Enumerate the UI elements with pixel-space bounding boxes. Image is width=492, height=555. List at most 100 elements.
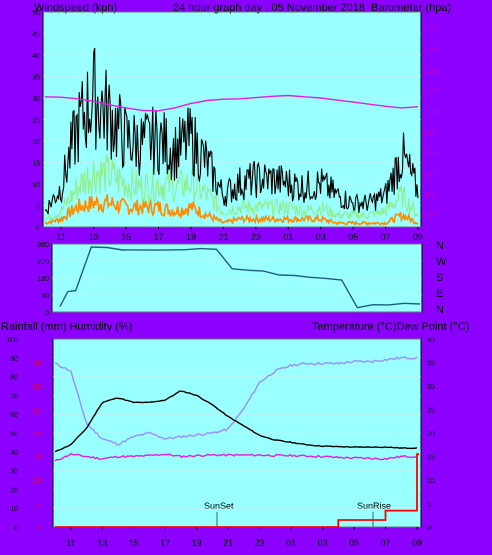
sunrise-label: SunRise [357, 501, 391, 511]
temp-x-tick-label: 15 [129, 538, 139, 548]
wind-y-tick-label: 25 [32, 118, 40, 125]
rain-humidity-axis-title: Rainfall (mm) Humidity (%) [1, 321, 132, 333]
wind-x-tick-label: 01 [283, 232, 293, 242]
temp-y-tick-label: 5 [427, 502, 431, 509]
wind-y-tick-label: 10 [32, 182, 40, 189]
rain-y-tick-label: 15 [33, 455, 41, 462]
wind-x-tick-label: 17 [154, 232, 164, 242]
wind-x-tick-label: 23 [251, 232, 261, 242]
humidity-y-tick-label: 40 [10, 450, 18, 457]
temp-x-tick-label: 11 [66, 538, 75, 548]
temp-y-tick-label: 35 [427, 361, 435, 368]
wind-y-tick-label: 40 [32, 53, 40, 60]
wind-x-tick-label: 07 [381, 232, 391, 242]
compass-label-n-top: N [436, 240, 444, 252]
temp-x-tick-label: 21 [223, 538, 233, 548]
temp-y-tick-label: 20 [427, 431, 435, 438]
temp-y-tick-label: 30 [427, 384, 435, 391]
wind-x-tick-label: 09 [413, 232, 423, 242]
temp-x-tick-label: 13 [97, 538, 107, 548]
temp-series-rainfall [55, 453, 419, 528]
temp-y-tick-label: 25 [427, 408, 435, 415]
humidity-y-tick-label: 80 [10, 375, 18, 382]
baro-y-tick-label: 1015 [425, 47, 441, 54]
wind-x-tick-label: 05 [348, 232, 358, 242]
temp-series-humidity [54, 356, 418, 446]
wind-y-tick-label: 20 [32, 139, 40, 146]
temp-x-tick-label: 01 [286, 538, 296, 548]
temp-x-tick-label: 05 [349, 538, 359, 548]
humidity-y-tick-label: 90 [10, 356, 18, 363]
chart-title: 24 hour graph day : 05 November 2018 [173, 2, 365, 14]
rain-y-tick-label: 30 [33, 384, 41, 391]
compass-label-s: S [436, 272, 443, 284]
rain-y-tick-label: 0 [35, 525, 39, 532]
temp-x-tick-label: 19 [192, 538, 202, 548]
baro-y-tick-label: 995 [425, 130, 437, 137]
dir-y-tick-label: 360 [37, 242, 49, 249]
dir-y-tick-label: 180 [37, 276, 49, 283]
rain-y-tick-label: 25 [33, 408, 41, 415]
rain-y-tick-label: 20 [33, 431, 41, 438]
wind-series-barometer [44, 94, 419, 112]
wind-x-tick-label: 11 [57, 232, 66, 242]
wind-y-tick-label: 5 [36, 204, 40, 211]
compass-label-n-bottom: N [436, 304, 444, 316]
temp-x-tick-label: 09 [412, 538, 422, 548]
wind-x-tick-label: 15 [121, 232, 131, 242]
baro-y-tick-label: 990 [425, 151, 437, 158]
wind-y-tick-label: 30 [32, 96, 40, 103]
rain-y-tick-label: 5 [35, 502, 39, 509]
wind-x-tick-label: 19 [186, 232, 196, 242]
rain-y-tick-label: 35 [33, 361, 41, 368]
baro-y-tick-label: 975 [425, 213, 437, 220]
temp-y-tick-label: 15 [427, 455, 435, 462]
baro-y-tick-label: 1010 [425, 68, 441, 75]
temp-series-temperature [54, 390, 418, 453]
wind-series-mid [44, 154, 419, 223]
temp-y-tick-label: 10 [427, 478, 435, 485]
humidity-y-tick-label: 50 [10, 431, 18, 438]
wind-y-tick-label: 35 [32, 75, 40, 82]
wind-y-tick-label: 0 [36, 225, 40, 232]
wind-y-tick-label: 45 [32, 32, 40, 39]
humidity-y-tick-label: 0 [14, 525, 18, 532]
compass-label-e: E [436, 288, 443, 300]
temp-y-tick-label: 40 [427, 337, 435, 344]
temp-x-tick-label: 17 [160, 538, 170, 548]
temp-x-tick-label: 03 [318, 538, 328, 548]
temp-x-tick-label: 07 [381, 538, 391, 548]
wind-axis-title: Windspeed (kph) [34, 2, 117, 14]
wind-x-tick-label: 03 [316, 232, 326, 242]
humidity-y-tick-label: 70 [10, 393, 18, 400]
wind-series-average [44, 194, 419, 227]
temp-series-dewpoint [54, 452, 418, 462]
humidity-y-tick-label: 60 [10, 412, 18, 419]
wind-y-tick-label: 50 [32, 10, 40, 17]
dir-series-direction [59, 246, 421, 309]
rain-y-tick-label: 10 [33, 478, 41, 485]
wind-x-tick-label: 21 [218, 232, 228, 242]
baro-y-tick-label: 985 [425, 171, 437, 178]
temp-y-tick-label: 0 [427, 525, 431, 532]
dir-y-tick-label: 270 [37, 259, 49, 266]
baro-y-tick-label: 1000 [425, 109, 441, 116]
dir-y-tick-label: 0 [45, 310, 49, 317]
humidity-y-tick-label: 100 [6, 337, 18, 344]
temp-x-tick-label: 23 [255, 538, 265, 548]
humidity-y-tick-label: 10 [10, 506, 18, 513]
baro-y-tick-label: 1005 [425, 89, 441, 96]
wind-x-tick-label: 13 [89, 232, 99, 242]
wind-series-gust [44, 47, 419, 215]
temp-dew-axis-title: Temperature (°C)Dew Point (°C) [312, 321, 469, 333]
baro-y-tick-label: 1020 [425, 27, 441, 34]
barometer-axis-title: Barometer (hpa) [371, 2, 451, 14]
sunset-label: SunSet [204, 501, 234, 511]
compass-label-w: W [436, 256, 447, 268]
dir-y-tick-label: 90 [41, 293, 49, 300]
humidity-y-tick-label: 30 [10, 469, 18, 476]
wind-y-tick-label: 15 [32, 161, 40, 168]
humidity-y-tick-label: 20 [10, 487, 18, 494]
baro-y-tick-label: 980 [425, 192, 437, 199]
